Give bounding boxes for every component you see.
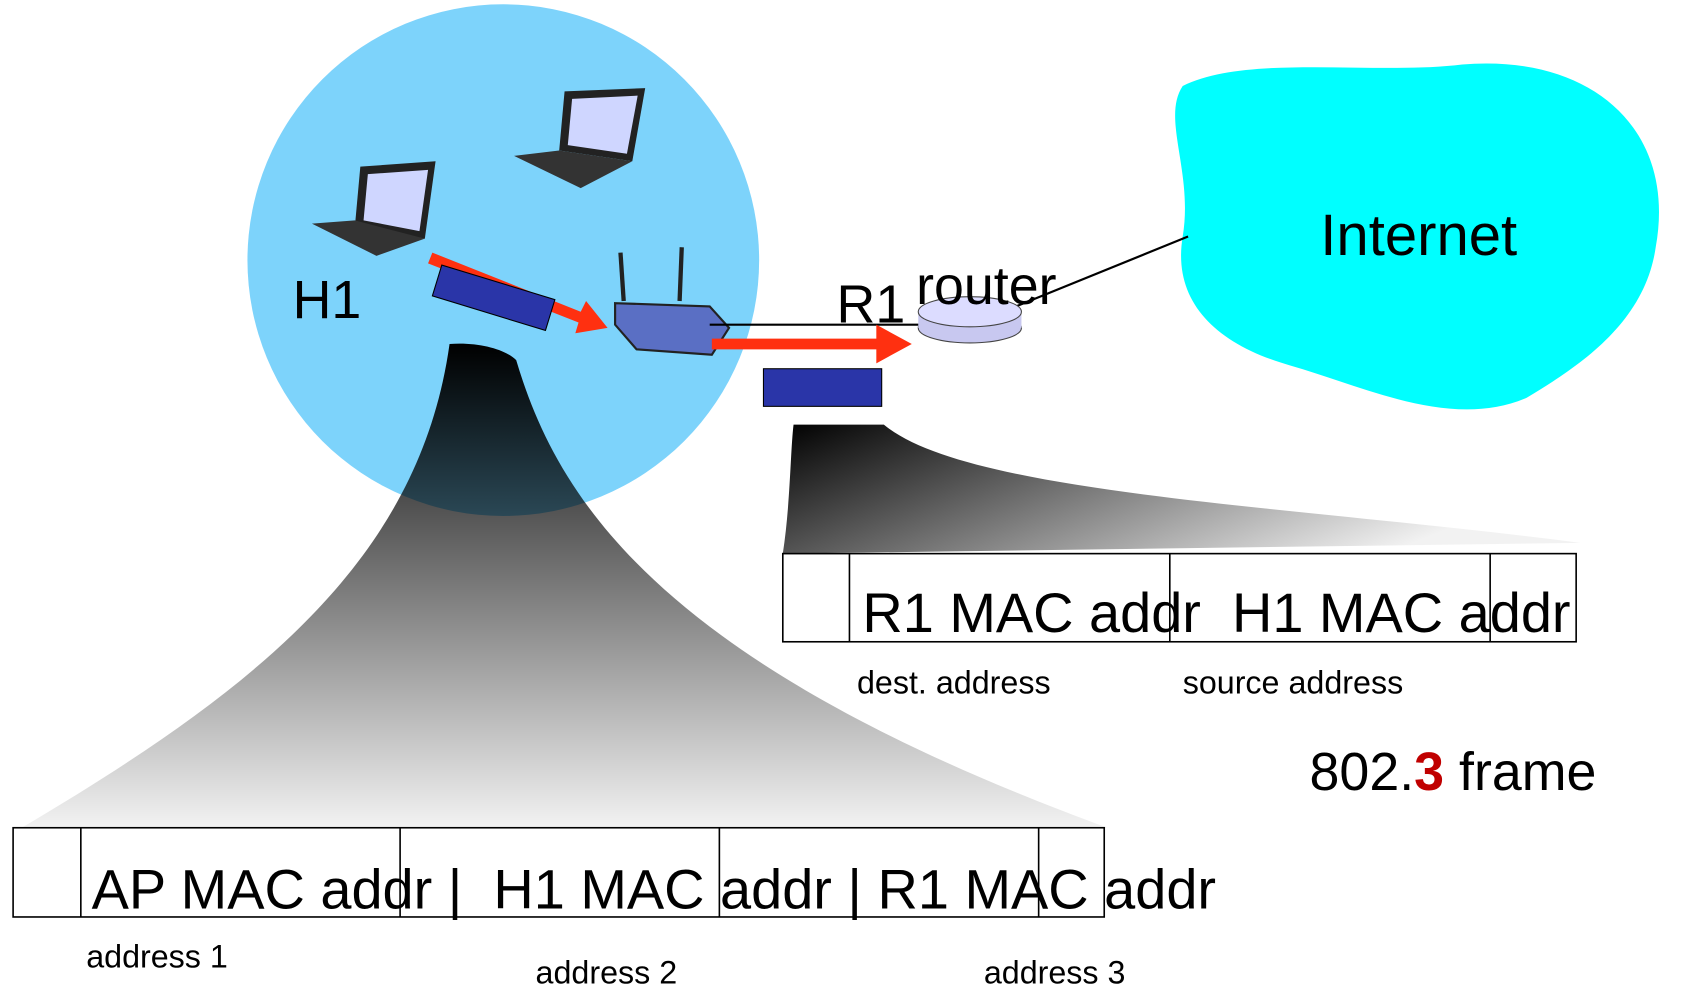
caption-part: 802. — [1310, 742, 1415, 802]
frame-text: R1 MAC addr H1 MAC addr — [862, 581, 1570, 644]
frame-text: AP MAC addr | H1 MAC addr | R1 MAC addr — [92, 857, 1216, 920]
host-label: H1 — [293, 270, 362, 330]
router-label: router — [916, 256, 1056, 316]
field-label: source address — [1183, 664, 1404, 700]
frame-icon — [763, 369, 881, 407]
field-label: address 3 — [984, 955, 1126, 989]
zoom-cone — [783, 425, 1581, 554]
field-label: dest. address — [857, 664, 1051, 700]
router-name: R1 — [837, 275, 906, 335]
diagram: H1 R1 router Internet AP MAC addr | H1 M… — [0, 0, 1686, 989]
cloud-label: Internet — [1320, 203, 1517, 268]
field-label: address 2 — [536, 955, 678, 989]
caption-highlight: 3 — [1414, 742, 1444, 802]
frame-caption: 802.3 frame — [1310, 742, 1597, 802]
caption-part: frame — [1444, 742, 1596, 802]
field-label: address 1 — [86, 939, 228, 975]
